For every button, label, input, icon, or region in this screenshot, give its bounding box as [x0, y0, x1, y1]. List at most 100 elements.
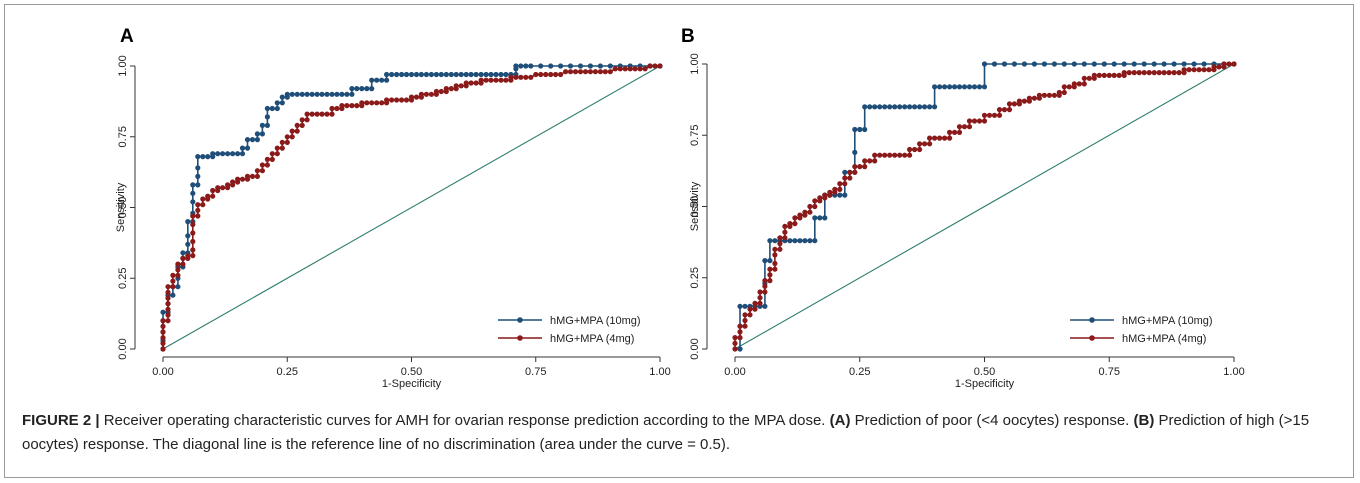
data-point	[1201, 61, 1207, 67]
data-point	[892, 104, 898, 110]
data-point	[917, 141, 923, 147]
data-point	[777, 241, 783, 247]
data-point	[264, 156, 270, 162]
data-point	[832, 186, 838, 192]
data-point	[478, 71, 484, 78]
data-point	[902, 152, 908, 158]
data-point	[423, 71, 429, 78]
data-point	[190, 238, 196, 245]
data-point	[1131, 61, 1137, 67]
data-point	[160, 318, 166, 324]
data-point	[812, 203, 818, 210]
data-point	[757, 300, 763, 306]
data-point	[190, 247, 196, 253]
data-point	[966, 84, 973, 90]
data-point	[966, 124, 973, 130]
data-point	[1121, 61, 1127, 67]
data-point	[802, 238, 808, 244]
data-point	[1041, 61, 1047, 67]
data-point	[518, 63, 524, 69]
data-point	[747, 306, 753, 312]
data-point	[981, 118, 988, 124]
data-point	[210, 193, 216, 199]
x-axis-title: 1-Specificity	[382, 378, 442, 390]
data-point	[947, 84, 953, 90]
data-point	[205, 154, 211, 160]
data-point	[1196, 67, 1202, 73]
data-point	[538, 71, 544, 78]
data-point	[842, 192, 848, 198]
caption-text-2: Prediction of poor (<4 oocytes) response…	[850, 412, 1134, 429]
data-point	[1181, 67, 1187, 73]
data-point	[349, 91, 355, 97]
data-point	[170, 292, 176, 298]
data-point	[862, 126, 868, 133]
data-point	[334, 105, 340, 112]
data-point	[235, 176, 241, 182]
x-tick-label: 0.25	[849, 366, 870, 378]
data-point	[1186, 67, 1192, 73]
data-point	[762, 258, 768, 264]
data-point	[812, 238, 818, 244]
data-point	[160, 329, 166, 335]
data-point	[737, 303, 743, 309]
data-point	[961, 84, 968, 90]
data-point	[932, 135, 938, 141]
y-tick-label: 0.25	[689, 267, 701, 288]
data-point	[453, 83, 459, 89]
data-point	[274, 100, 280, 106]
data-point	[379, 77, 385, 83]
data-point	[478, 77, 484, 83]
data-point	[279, 100, 285, 106]
data-point	[160, 340, 166, 346]
data-point	[230, 179, 236, 185]
data-point	[448, 71, 454, 78]
data-point	[1171, 61, 1177, 67]
data-point	[543, 71, 549, 78]
data-point	[364, 86, 370, 92]
data-point	[932, 84, 938, 90]
data-point	[403, 71, 410, 78]
data-point	[1166, 70, 1172, 76]
x-tick-label: 1.00	[649, 366, 670, 378]
data-point	[394, 97, 400, 103]
legend-label: hMG+MPA (4mg)	[550, 333, 634, 345]
data-point	[797, 212, 803, 218]
data-point	[473, 71, 479, 78]
data-point	[857, 164, 863, 170]
data-point	[1126, 70, 1132, 76]
legend-marker	[517, 317, 523, 323]
data-point	[807, 203, 813, 210]
data-point	[284, 139, 290, 145]
data-point	[513, 74, 519, 80]
data-point	[792, 238, 798, 244]
data-point	[742, 303, 748, 309]
data-point	[468, 80, 474, 86]
data-point	[842, 175, 848, 181]
data-point	[956, 124, 963, 130]
data-point	[627, 66, 633, 72]
data-point	[359, 86, 365, 92]
data-point	[607, 69, 613, 75]
data-point	[254, 173, 260, 179]
legend-marker	[1089, 317, 1095, 323]
data-point	[991, 112, 998, 118]
data-point	[399, 97, 405, 103]
data-point	[428, 71, 434, 78]
data-point	[165, 289, 171, 295]
data-point	[503, 71, 509, 78]
series-4mg	[160, 63, 663, 352]
data-point	[528, 63, 534, 69]
data-point	[981, 61, 988, 67]
data-point	[1121, 70, 1127, 76]
data-point	[165, 284, 171, 290]
data-point	[1041, 92, 1047, 98]
data-point	[319, 91, 325, 97]
data-point	[249, 137, 256, 143]
series-4mg	[732, 61, 1237, 352]
data-point	[165, 306, 171, 312]
y-axis-title: Sensitivity	[689, 181, 701, 231]
data-point	[389, 71, 395, 78]
data-point	[289, 91, 295, 97]
data-point	[344, 103, 350, 109]
